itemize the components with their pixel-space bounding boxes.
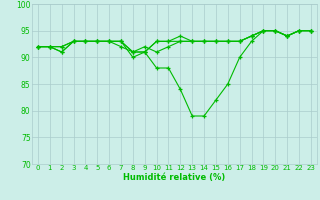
X-axis label: Humidité relative (%): Humidité relative (%) [123,173,226,182]
